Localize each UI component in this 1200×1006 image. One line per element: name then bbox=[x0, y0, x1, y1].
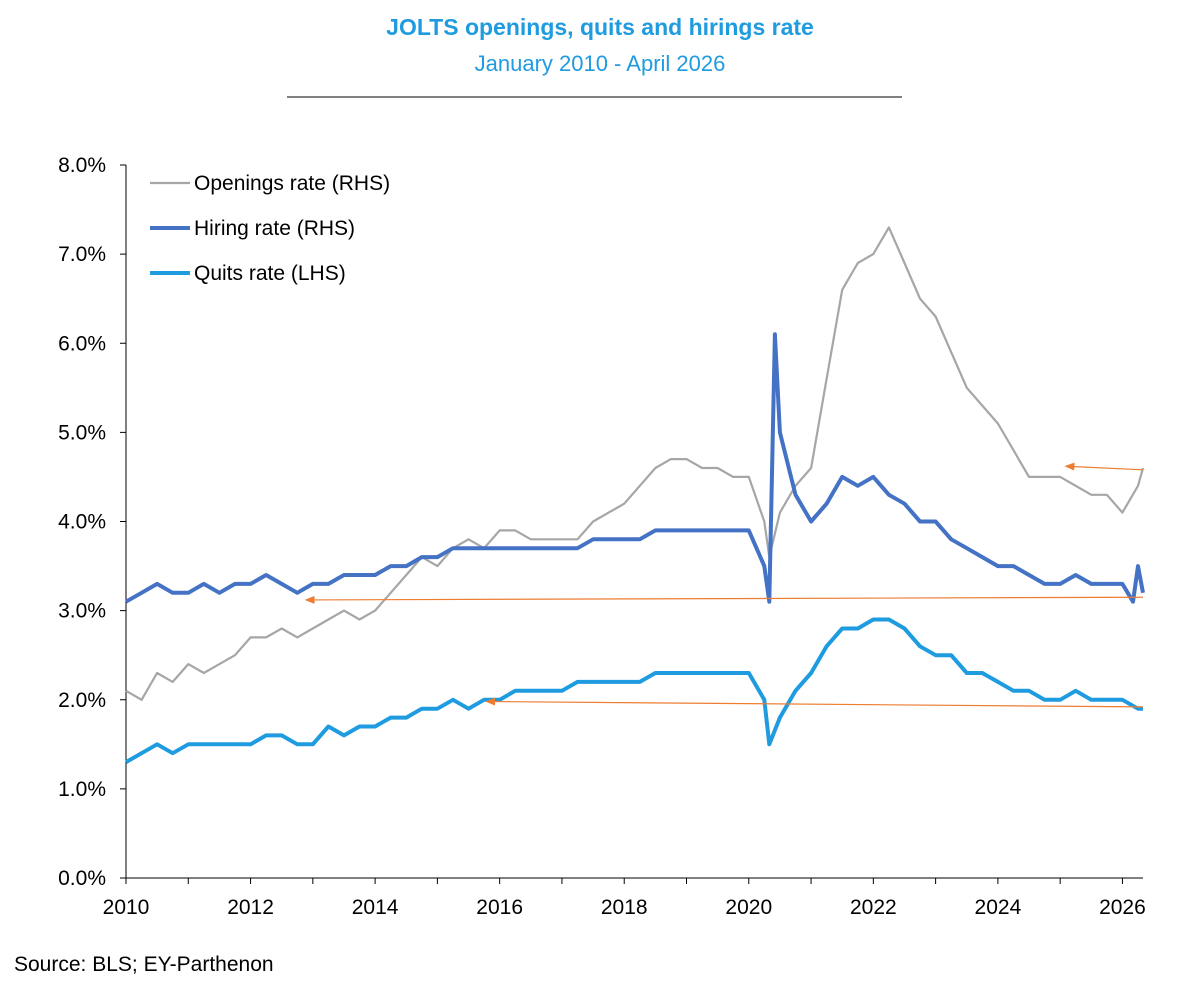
openings-rate-line bbox=[125, 226, 1145, 701]
y-tick-label: 5.0% bbox=[58, 421, 106, 444]
hiring-rate-line bbox=[125, 332, 1145, 604]
legend-label: Hiring rate (RHS) bbox=[194, 217, 355, 240]
annotation-arrow bbox=[1064, 462, 1144, 471]
legend-label: Openings rate (RHS) bbox=[194, 172, 390, 195]
chart-subtitle: January 2010 - April 2026 bbox=[475, 51, 726, 76]
x-tick-label: 2018 bbox=[601, 896, 648, 919]
x-tick-label: 2022 bbox=[850, 896, 897, 919]
y-tick-label: 6.0% bbox=[58, 332, 106, 355]
annotation-arrow bbox=[304, 595, 1144, 604]
y-tick-label: 2.0% bbox=[58, 689, 106, 712]
source-note: Source: BLS; EY-Parthenon bbox=[14, 953, 274, 976]
y-tick-label: 4.0% bbox=[58, 511, 106, 534]
x-tick-label: 2020 bbox=[725, 896, 772, 919]
legend-label: Quits rate (LHS) bbox=[194, 262, 346, 285]
legend: Openings rate (RHS) Hiring rate (RHS) Quit… bbox=[150, 172, 390, 285]
y-tick-label: 3.0% bbox=[58, 600, 106, 623]
annotation-arrow bbox=[485, 697, 1144, 708]
y-tick-label: 7.0% bbox=[58, 243, 106, 266]
chart-title: JOLTS openings, quits and hirings rate bbox=[386, 14, 814, 40]
y-tick-label: 1.0% bbox=[58, 778, 106, 801]
y-tick-label: 0.0% bbox=[58, 867, 106, 890]
quits-rate-line bbox=[125, 617, 1143, 764]
annotation-layer bbox=[304, 462, 1144, 708]
x-tick-label: 2026 bbox=[1099, 896, 1146, 919]
x-tick-label: 2010 bbox=[103, 896, 150, 919]
x-tick-label: 2014 bbox=[352, 896, 399, 919]
series-layer bbox=[125, 226, 1145, 764]
x-tick-label: 2012 bbox=[227, 896, 274, 919]
x-tick-label: 2024 bbox=[975, 896, 1022, 919]
x-tick-label: 2016 bbox=[476, 896, 523, 919]
x-axis-ticks: 2010 2012 2014 2016 2018 2020 2022 2024 2026 bbox=[103, 878, 1146, 919]
y-axis-ticks: 0.0% 1.0% 2.0% 3.0% 4.0% 5.0% 6.0% 7.0% 8.0% bbox=[58, 154, 126, 890]
y-tick-label: 8.0% bbox=[58, 154, 106, 177]
